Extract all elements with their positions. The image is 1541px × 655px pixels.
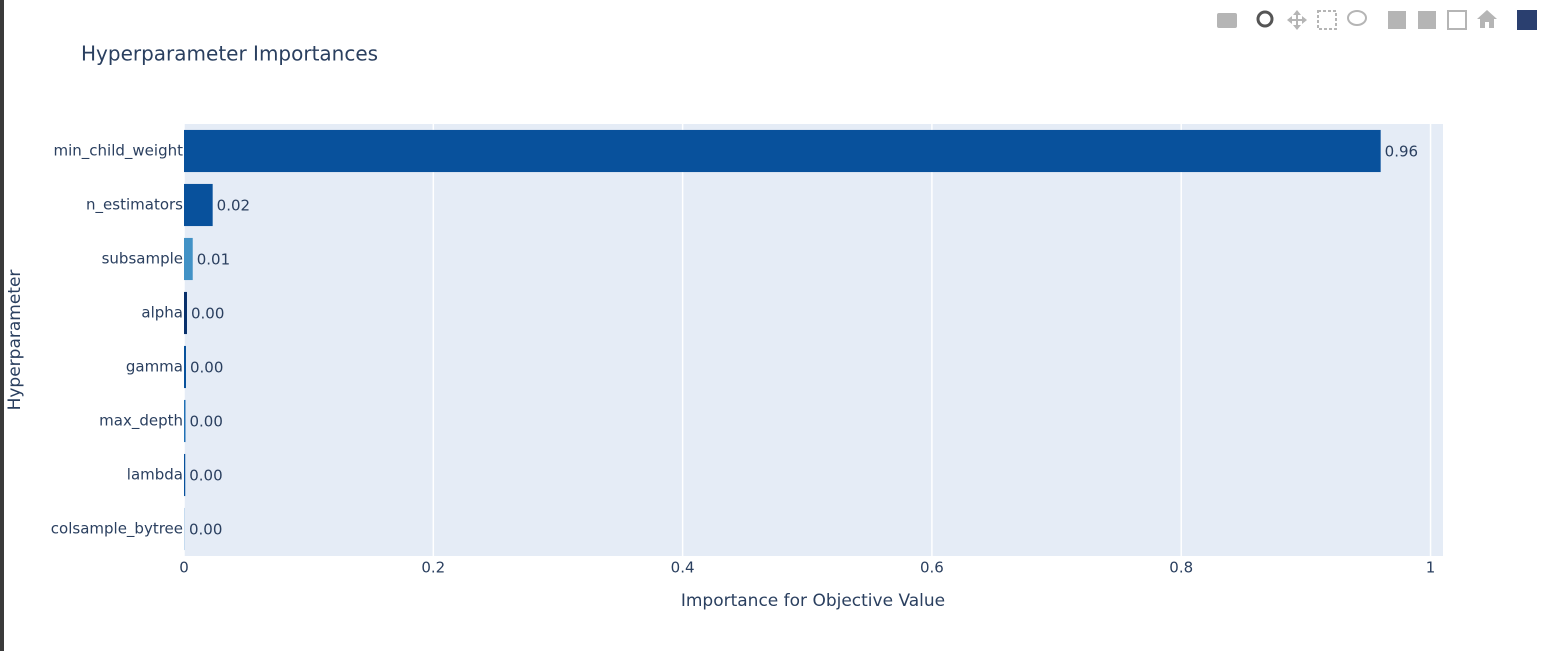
window-edge — [0, 0, 4, 651]
x-tick-label: 0.2 — [421, 559, 445, 577]
pan-button[interactable] — [1287, 10, 1307, 30]
y-tick-label: max_depth — [99, 412, 183, 431]
lasso-button[interactable] — [1347, 10, 1367, 26]
x-tick-label: 0.6 — [920, 559, 944, 577]
camera-button[interactable] — [1217, 13, 1237, 28]
x-tick-label: 1 — [1426, 559, 1436, 577]
bar — [184, 507, 185, 551]
x-tick-label: 0.8 — [1169, 559, 1193, 577]
x-tick-label: 0.4 — [671, 559, 695, 577]
value-label: 0.00 — [189, 521, 222, 539]
value-label: 0.01 — [197, 251, 230, 269]
value-label: 0.00 — [189, 467, 222, 485]
autoscale-button[interactable] — [1447, 10, 1467, 30]
chart-title: Hyperparameter Importances — [81, 42, 378, 66]
zoom-out-button[interactable] — [1418, 11, 1436, 29]
y-tick-label: min_child_weight — [54, 142, 184, 161]
reset-button[interactable] — [1477, 10, 1497, 28]
bar — [184, 129, 1381, 173]
x-tick-label: 0 — [179, 559, 189, 577]
bar — [184, 345, 186, 389]
modebar — [1217, 10, 1537, 30]
y-tick-label: alpha — [141, 304, 183, 322]
value-label: 0.00 — [191, 305, 224, 323]
bar — [184, 291, 187, 335]
plot-area — [184, 124, 1443, 556]
value-label: 0.00 — [189, 413, 222, 431]
value-label: 0.02 — [217, 197, 250, 215]
y-tick-label: n_estimators — [86, 196, 183, 215]
bar — [184, 237, 193, 281]
value-label: 0.00 — [190, 359, 223, 377]
y-tick-label: lambda — [127, 466, 183, 484]
y-tick-label: subsample — [102, 250, 183, 268]
y-tick-label: colsample_bytree — [51, 520, 183, 539]
bar — [184, 453, 186, 497]
x-axis-title: Importance for Objective Value — [681, 591, 945, 611]
bar — [184, 183, 213, 227]
zoom-in-button[interactable] — [1388, 11, 1406, 29]
value-label: 0.96 — [1385, 143, 1418, 161]
plotly-logo[interactable] — [1517, 10, 1537, 30]
y-axis-title: Hyperparameter — [5, 270, 25, 411]
y-tick-label: gamma — [126, 358, 183, 376]
select-button[interactable] — [1317, 10, 1337, 30]
zoom-button[interactable] — [1256, 10, 1274, 28]
bar — [184, 399, 186, 443]
